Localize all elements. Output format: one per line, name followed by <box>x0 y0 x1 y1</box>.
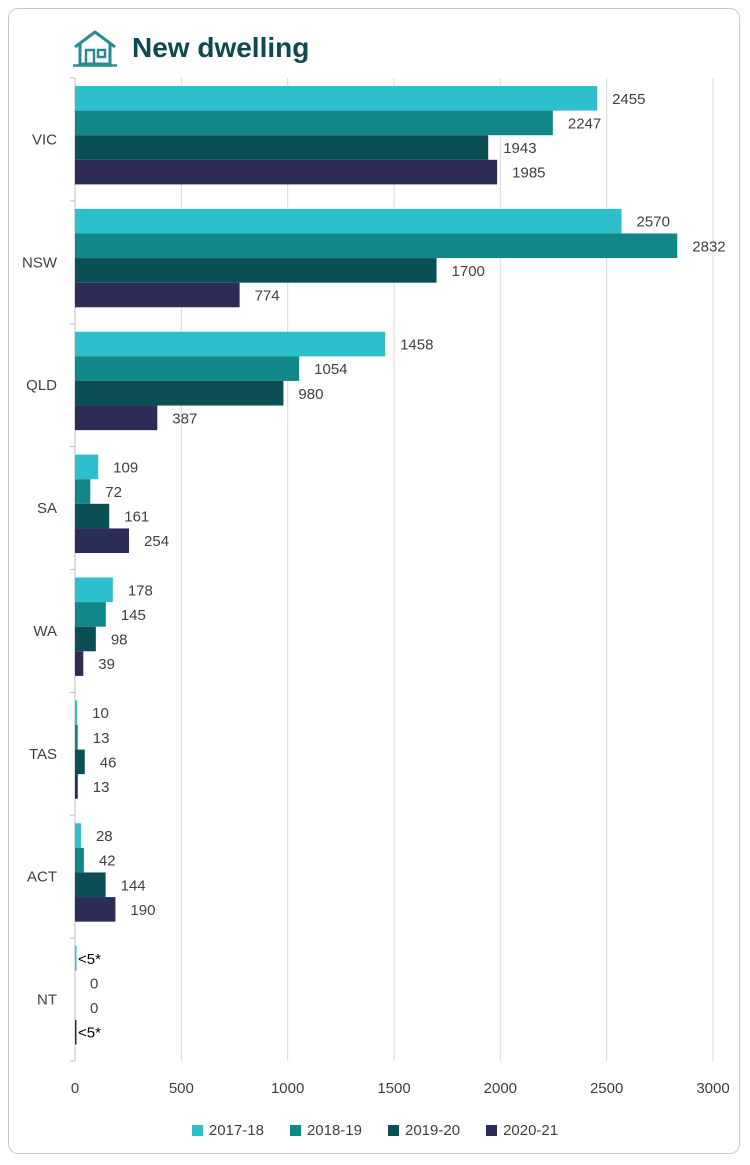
data-label: 39 <box>98 656 115 673</box>
bar <box>75 479 91 504</box>
data-label: 13 <box>93 730 110 747</box>
bar <box>75 208 622 234</box>
x-tick-label: 3000 <box>696 1080 729 1097</box>
bar <box>75 651 84 676</box>
bar <box>75 110 553 136</box>
bar <box>75 774 78 799</box>
bar <box>75 823 81 848</box>
x-tick-label: 2000 <box>484 1080 517 1097</box>
bar <box>75 233 678 259</box>
chart-title: New dwelling <box>132 32 310 63</box>
data-label: 144 <box>121 877 146 894</box>
chart-legend: 2017-18 2018-19 2019-20 2020-21 <box>0 1122 750 1139</box>
category-label: ACT <box>27 869 57 886</box>
data-label: 145 <box>121 607 146 624</box>
data-label: 190 <box>130 902 155 919</box>
bar <box>75 626 96 652</box>
data-label: 1943 <box>503 140 536 157</box>
bar <box>75 258 437 283</box>
chart-header: New dwelling <box>72 24 309 72</box>
category-label: QLD <box>26 377 57 394</box>
data-label: 0 <box>90 1000 98 1017</box>
legend-swatch <box>486 1125 498 1136</box>
legend-item: 2017-18 <box>191 1122 264 1139</box>
bar <box>75 282 240 308</box>
data-label: 28 <box>96 828 113 845</box>
bar-chart: 0 500 1000 1500 2000 2500 3000VIC2455224719431… <box>22 77 730 1097</box>
data-label: <5* <box>78 951 101 968</box>
bar <box>75 528 130 554</box>
bar <box>75 405 158 431</box>
data-label: 10 <box>92 705 109 722</box>
legend-label: 2019-20 <box>405 1122 461 1139</box>
bar <box>75 331 386 357</box>
bar <box>75 454 99 480</box>
legend-label: 2018-19 <box>306 1122 362 1139</box>
bar <box>75 86 598 111</box>
category-label: WA <box>33 623 57 640</box>
bar <box>75 380 284 406</box>
data-label: 109 <box>113 459 138 476</box>
data-label: <5* <box>78 1025 101 1042</box>
legend-item: 2019-20 <box>388 1122 460 1139</box>
bar <box>75 503 110 529</box>
data-label: 387 <box>172 410 197 427</box>
category-label: TAS <box>29 746 57 763</box>
bar <box>75 602 106 627</box>
data-label: 13 <box>93 779 110 796</box>
legend-item: 2020-21 <box>486 1122 558 1139</box>
data-label: 774 <box>255 287 280 304</box>
data-label: 98 <box>111 632 128 649</box>
legend-label: 2020-21 <box>503 1122 559 1139</box>
x-tick-label: 2500 <box>590 1080 623 1097</box>
legend-swatch <box>191 1125 203 1136</box>
legend-swatch <box>289 1125 301 1136</box>
legend-label: 2017-18 <box>208 1122 264 1139</box>
data-label: 2832 <box>692 238 725 255</box>
data-label: 2247 <box>568 115 601 132</box>
data-label: 980 <box>298 386 323 403</box>
x-tick-label: 500 <box>169 1080 194 1097</box>
data-label: 1985 <box>512 165 545 182</box>
data-label: 46 <box>100 754 117 771</box>
bar <box>75 847 84 873</box>
data-label: 42 <box>99 853 116 870</box>
category-label: SA <box>37 500 57 517</box>
data-label: 72 <box>105 484 122 501</box>
data-label: 2570 <box>637 214 670 231</box>
legend-swatch <box>388 1125 399 1136</box>
data-label: 254 <box>144 533 169 550</box>
data-label: 1458 <box>400 337 433 354</box>
bar <box>75 135 489 160</box>
data-label: 178 <box>128 582 153 599</box>
chart-card <box>8 8 740 1154</box>
bar <box>75 749 85 775</box>
category-label: VIC <box>32 131 57 148</box>
bar <box>75 897 116 922</box>
bar <box>75 724 78 750</box>
category-label: NT <box>37 992 57 1009</box>
data-label: 1054 <box>314 361 347 378</box>
category-label: NSW <box>22 254 58 271</box>
bar <box>75 1019 77 1045</box>
x-tick-label: 0 <box>71 1080 79 1097</box>
house-icon <box>73 30 117 67</box>
bar <box>75 946 77 971</box>
data-label: 1700 <box>452 263 485 280</box>
bar <box>75 159 498 185</box>
data-label: 0 <box>90 976 98 993</box>
bar <box>75 577 113 603</box>
bar <box>75 872 106 898</box>
x-tick-label: 1000 <box>271 1080 304 1097</box>
legend-item: 2018-19 <box>289 1122 362 1139</box>
data-label: 2455 <box>612 91 645 108</box>
x-tick-label: 1500 <box>377 1080 410 1097</box>
bar <box>75 356 300 381</box>
data-label: 161 <box>124 509 149 526</box>
bar <box>75 700 78 725</box>
